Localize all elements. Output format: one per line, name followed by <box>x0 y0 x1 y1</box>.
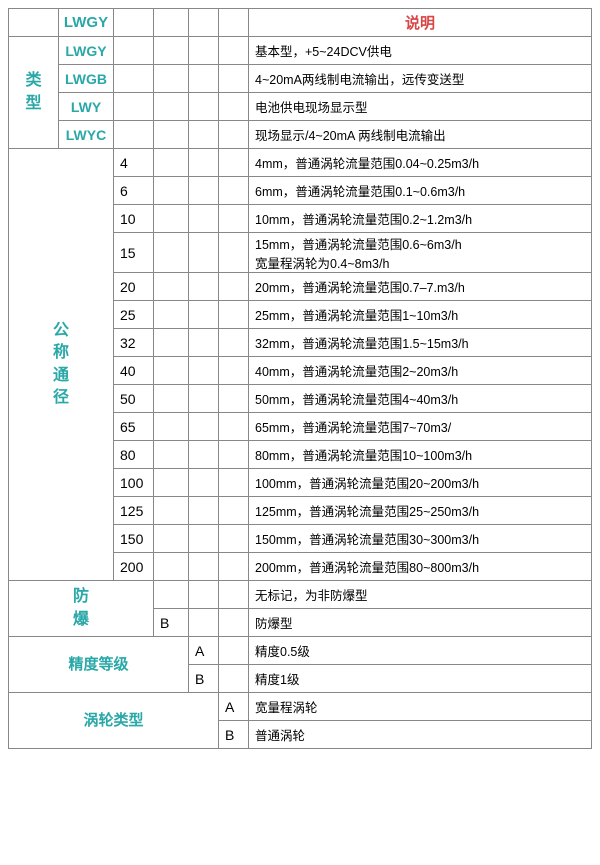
diameter-num: 65 <box>114 413 154 441</box>
type-code: LWYC <box>59 121 114 149</box>
diameter-desc: 15mm，普通涡轮流量范围0.6~6m3/h宽量程涡轮为0.4~8m3/h <box>249 233 592 273</box>
diameter-desc: 32mm，普通涡轮流量范围1.5~15m3/h <box>249 329 592 357</box>
turbine-desc: 普通涡轮 <box>249 721 592 749</box>
diameter-desc: 25mm，普通涡轮流量范围1~10m3/h <box>249 301 592 329</box>
diameter-num: 50 <box>114 385 154 413</box>
explosion-code: B <box>154 609 189 637</box>
precision-desc: 精度0.5级 <box>249 637 592 665</box>
diameter-num: 20 <box>114 273 154 301</box>
type-row: LWGB 4~20mA两线制电流输出，远传变送型 <box>9 65 592 93</box>
type-code: LWGY <box>59 37 114 65</box>
diameter-num: 200 <box>114 553 154 581</box>
diameter-num: 15 <box>114 233 154 273</box>
diameter-num: 10 <box>114 205 154 233</box>
type-row: LWYC 现场显示/4~20mA 两线制电流输出 <box>9 121 592 149</box>
diameter-num: 80 <box>114 441 154 469</box>
precision-code: A <box>189 637 219 665</box>
explosion-code <box>154 581 189 609</box>
spec-table: LWGY 说明 类型 LWGY 基本型，+5~24DCV供电 LWGB 4~20… <box>8 8 592 749</box>
explosion-label: 防爆 <box>9 581 154 637</box>
diameter-row: 公称通径 4 4mm，普通涡轮流量范围0.04~0.25m3/h <box>9 149 592 177</box>
diameter-desc: 4mm，普通涡轮流量范围0.04~0.25m3/h <box>249 149 592 177</box>
type-label: 类型 <box>9 37 59 149</box>
diameter-label: 公称通径 <box>9 149 114 581</box>
precision-label: 精度等级 <box>9 637 189 693</box>
diameter-num: 6 <box>114 177 154 205</box>
type-row: 类型 LWGY 基本型，+5~24DCV供电 <box>9 37 592 65</box>
diameter-desc: 6mm，普通涡轮流量范围0.1~0.6m3/h <box>249 177 592 205</box>
header-lwgy: LWGY <box>59 9 114 37</box>
explosion-row: 防爆 无标记，为非防爆型 <box>9 581 592 609</box>
diameter-num: 32 <box>114 329 154 357</box>
diameter-desc: 40mm，普通涡轮流量范围2~20m3/h <box>249 357 592 385</box>
precision-code: B <box>189 665 219 693</box>
type-desc: 基本型，+5~24DCV供电 <box>249 37 592 65</box>
diameter-desc: 100mm，普通涡轮流量范围20~200m3/h <box>249 469 592 497</box>
type-row: LWY 电池供电现场显示型 <box>9 93 592 121</box>
explosion-desc: 防爆型 <box>249 609 592 637</box>
precision-row: 精度等级 A 精度0.5级 <box>9 637 592 665</box>
explosion-desc: 无标记，为非防爆型 <box>249 581 592 609</box>
diameter-desc: 65mm，普通涡轮流量范围7~70m3/ <box>249 413 592 441</box>
turbine-code: B <box>219 721 249 749</box>
diameter-num: 100 <box>114 469 154 497</box>
type-desc: 4~20mA两线制电流输出，远传变送型 <box>249 65 592 93</box>
diameter-desc: 20mm，普通涡轮流量范围0.7–7.m3/h <box>249 273 592 301</box>
type-code: LWGB <box>59 65 114 93</box>
type-desc: 现场显示/4~20mA 两线制电流输出 <box>249 121 592 149</box>
turbine-code: A <box>219 693 249 721</box>
diameter-desc: 80mm，普通涡轮流量范围10~100m3/h <box>249 441 592 469</box>
diameter-num: 25 <box>114 301 154 329</box>
diameter-num: 150 <box>114 525 154 553</box>
header-row: LWGY 说明 <box>9 9 592 37</box>
diameter-num: 40 <box>114 357 154 385</box>
diameter-desc: 150mm，普通涡轮流量范围30~300m3/h <box>249 525 592 553</box>
header-desc: 说明 <box>249 9 592 37</box>
precision-desc: 精度1级 <box>249 665 592 693</box>
turbine-desc: 宽量程涡轮 <box>249 693 592 721</box>
diameter-desc: 125mm，普通涡轮流量范围25~250m3/h <box>249 497 592 525</box>
diameter-desc: 200mm，普通涡轮流量范围80~800m3/h <box>249 553 592 581</box>
diameter-desc: 10mm，普通涡轮流量范围0.2~1.2m3/h <box>249 205 592 233</box>
diameter-num: 4 <box>114 149 154 177</box>
diameter-num: 125 <box>114 497 154 525</box>
turbine-label: 涡轮类型 <box>9 693 219 749</box>
type-desc: 电池供电现场显示型 <box>249 93 592 121</box>
diameter-desc: 50mm，普通涡轮流量范围4~40m3/h <box>249 385 592 413</box>
type-code: LWY <box>59 93 114 121</box>
turbine-row: 涡轮类型 A 宽量程涡轮 <box>9 693 592 721</box>
